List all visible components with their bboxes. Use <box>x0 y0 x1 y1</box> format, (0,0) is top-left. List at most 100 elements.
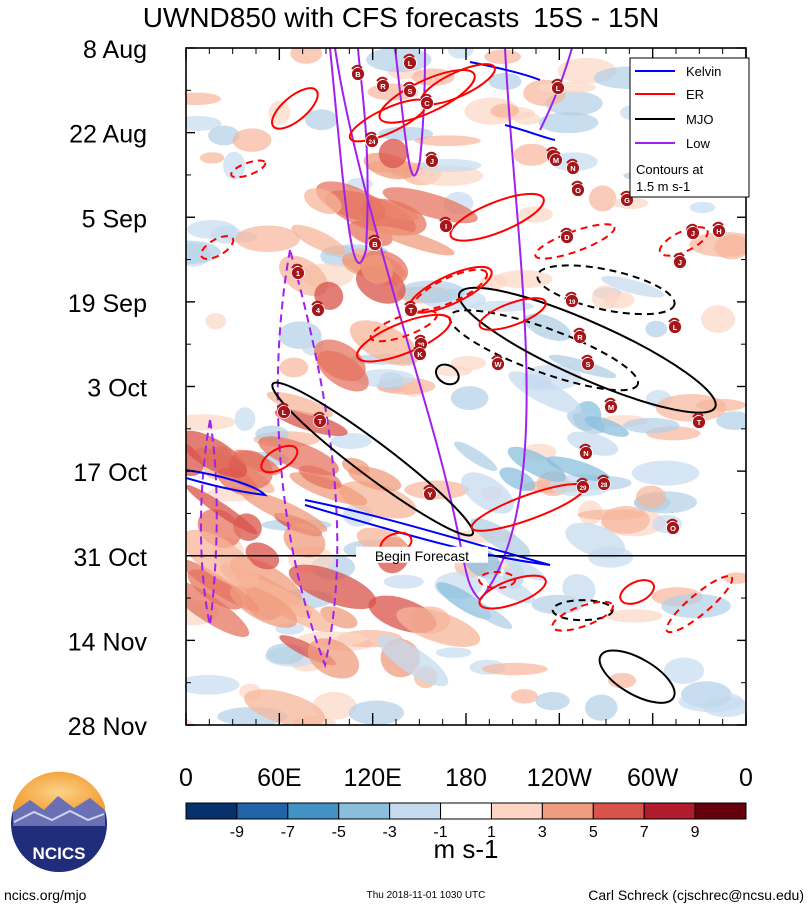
tc-marker-label: 4 <box>316 306 321 315</box>
anomaly-blob <box>700 305 736 333</box>
er-contour <box>271 87 319 130</box>
anomaly-blob <box>223 151 246 180</box>
tc-marker-arm <box>546 146 558 152</box>
anomaly-blob <box>378 138 408 169</box>
tc-marker <box>576 480 590 494</box>
tc-marker <box>566 161 580 175</box>
legend-kelvin-label: Kelvin <box>686 64 721 79</box>
chart-title: UWND850 with CFS forecasts 15S - 15N <box>143 2 660 33</box>
tc-marker <box>549 153 563 167</box>
tc-marker-arm <box>573 327 585 333</box>
tc-marker <box>423 487 437 501</box>
tc-marker-label: O <box>670 524 676 533</box>
anomaly-blob <box>383 574 424 589</box>
anomaly-blob <box>320 606 358 629</box>
tc-marker-arm <box>666 518 678 524</box>
anomaly-shading <box>0 48 746 898</box>
anomaly-blob <box>114 826 172 874</box>
tc-marker-label: S <box>407 87 412 96</box>
low-frequency-contour <box>329 48 369 264</box>
tc-marker-label: T <box>409 306 414 315</box>
anomaly-blob <box>0 491 21 545</box>
tc-marker-label: J <box>678 258 682 267</box>
anomaly-blob <box>374 225 455 256</box>
anomaly-blob <box>414 135 481 147</box>
colorbar-box <box>338 802 391 820</box>
mjo-contour <box>536 264 676 316</box>
tc-marker-label: J <box>691 229 695 238</box>
tc-marker-label: H <box>716 227 721 236</box>
tc-marker <box>439 219 453 233</box>
tc-marker-arm <box>597 474 609 480</box>
tc-marker <box>491 357 505 371</box>
x-tick-label: 0 <box>739 764 753 792</box>
tc-marker-arm <box>351 64 363 70</box>
kelvin-contour <box>504 124 556 141</box>
mjo-contour <box>435 363 460 386</box>
colorbar-tick-label: 9 <box>691 824 700 841</box>
legend-mjo-label: MJO <box>686 112 713 127</box>
tc-marker-label: R <box>380 82 386 91</box>
anomaly-blob <box>565 522 626 559</box>
anomaly-blob <box>366 48 432 73</box>
tc-marker-label: D <box>564 233 570 242</box>
tc-marker-arm <box>291 263 303 269</box>
tc-marker-arm <box>277 402 289 408</box>
tc-marker-arm <box>668 317 680 323</box>
x-tick-label: 120W <box>527 764 593 792</box>
tc-marker-arm <box>404 300 416 306</box>
anomaly-blob <box>186 414 236 431</box>
anomaly-blob <box>274 408 348 436</box>
anomaly-blob <box>186 430 248 478</box>
er-contour <box>551 600 614 632</box>
anomaly-blob <box>605 609 663 623</box>
anomaly-blob <box>447 48 474 59</box>
y-tick-label: 31 Oct <box>73 544 147 572</box>
er-contour <box>356 313 452 363</box>
tc-marker-arm <box>673 252 685 258</box>
anomaly-blob <box>535 691 570 711</box>
legend: Kelvin ER MJO Low Contours at 1.5 m s-1 <box>629 57 750 198</box>
anomaly-blob <box>258 436 339 476</box>
anomaly-blob <box>233 449 281 475</box>
tc-marker-label: 19 <box>569 300 576 306</box>
anomaly-blob <box>232 128 272 152</box>
anomaly-blob <box>0 581 1 626</box>
tc-marker <box>376 79 390 93</box>
tc-marker-label: B <box>355 70 361 79</box>
anomaly-blob <box>37 655 85 690</box>
anomaly-blob <box>279 357 309 378</box>
er-contour <box>260 444 299 474</box>
anomaly-blob <box>461 472 514 514</box>
tc-marker-label: L <box>282 408 287 417</box>
colorbar-tick-label: -5 <box>332 824 346 841</box>
anomaly-blob <box>631 460 700 486</box>
y-tick-label: 5 Sep <box>82 205 147 233</box>
tc-marker-label: 29 <box>580 486 587 492</box>
x-tick-label: 180 <box>445 764 487 792</box>
logo-mountains <box>13 796 105 826</box>
legend-box <box>629 57 750 198</box>
er-contour <box>478 574 547 610</box>
anomaly-blob <box>499 467 536 492</box>
y-tick-label: 17 Oct <box>73 459 147 487</box>
legend-er-label: ER <box>686 87 704 102</box>
anomaly-blob <box>663 657 705 684</box>
anomaly-blob <box>114 868 151 898</box>
anomaly-blob <box>484 574 536 604</box>
tc-marker-arm <box>565 291 577 297</box>
tc-marker-arm <box>376 76 388 82</box>
tc-marker-arm <box>425 151 437 157</box>
begin-forecast-label-bg <box>356 546 488 563</box>
low-frequency-contour <box>394 48 426 177</box>
anomaly-blob <box>716 411 746 431</box>
anomaly-blob <box>244 689 326 725</box>
tc-marker-arm <box>566 158 578 164</box>
anomaly-blob <box>186 674 240 695</box>
anomaly-blob <box>298 465 342 490</box>
tc-marker-label: R <box>577 333 583 342</box>
er-contour <box>478 297 547 331</box>
colorbar-box <box>440 802 492 820</box>
anomaly-blob <box>186 219 237 239</box>
er-contour <box>378 69 476 124</box>
